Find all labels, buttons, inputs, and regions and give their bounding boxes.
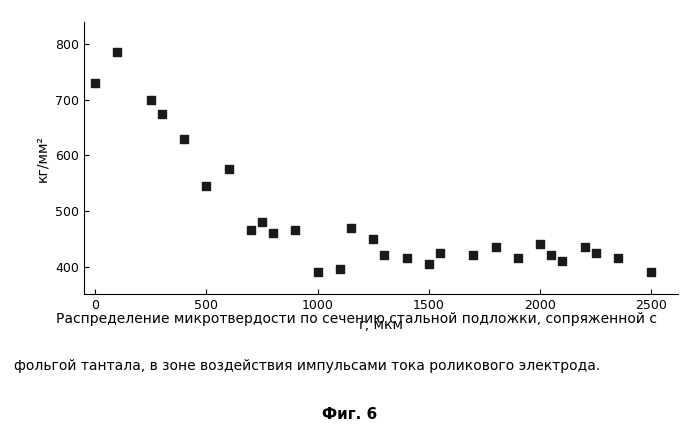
Point [312,269,323,276]
Point [646,269,657,276]
Point [434,249,445,256]
Point [178,135,189,142]
Text: фольгой тантала, в зоне воздействия импульсами тока роликового электрода.: фольгой тантала, в зоне воздействия импу… [14,359,600,373]
Point [368,235,379,242]
Point [546,252,557,259]
Point [112,49,123,56]
Text: Распределение микротвердости по сечению стальной подложки, сопряженной с: Распределение микротвердости по сечению … [56,312,657,326]
Point [379,252,390,259]
Point [579,244,590,251]
Point [556,258,568,265]
Point [345,224,356,231]
Point [223,166,234,173]
Point [401,255,412,262]
Point [268,230,279,237]
Point [201,182,212,189]
Point [156,110,167,117]
Y-axis label: кг/мм²: кг/мм² [36,135,50,181]
Point [468,252,479,259]
Point [89,79,101,86]
Point [245,227,257,234]
Point [334,266,345,273]
Point [490,244,501,251]
Point [535,241,546,248]
Point [257,219,268,226]
Point [590,249,601,256]
X-axis label: r, мкм: r, мкм [359,318,403,332]
Point [289,227,301,234]
Text: Фиг. 6: Фиг. 6 [322,407,377,422]
Point [145,96,157,103]
Point [512,255,524,262]
Point [423,260,434,267]
Point [612,255,624,262]
